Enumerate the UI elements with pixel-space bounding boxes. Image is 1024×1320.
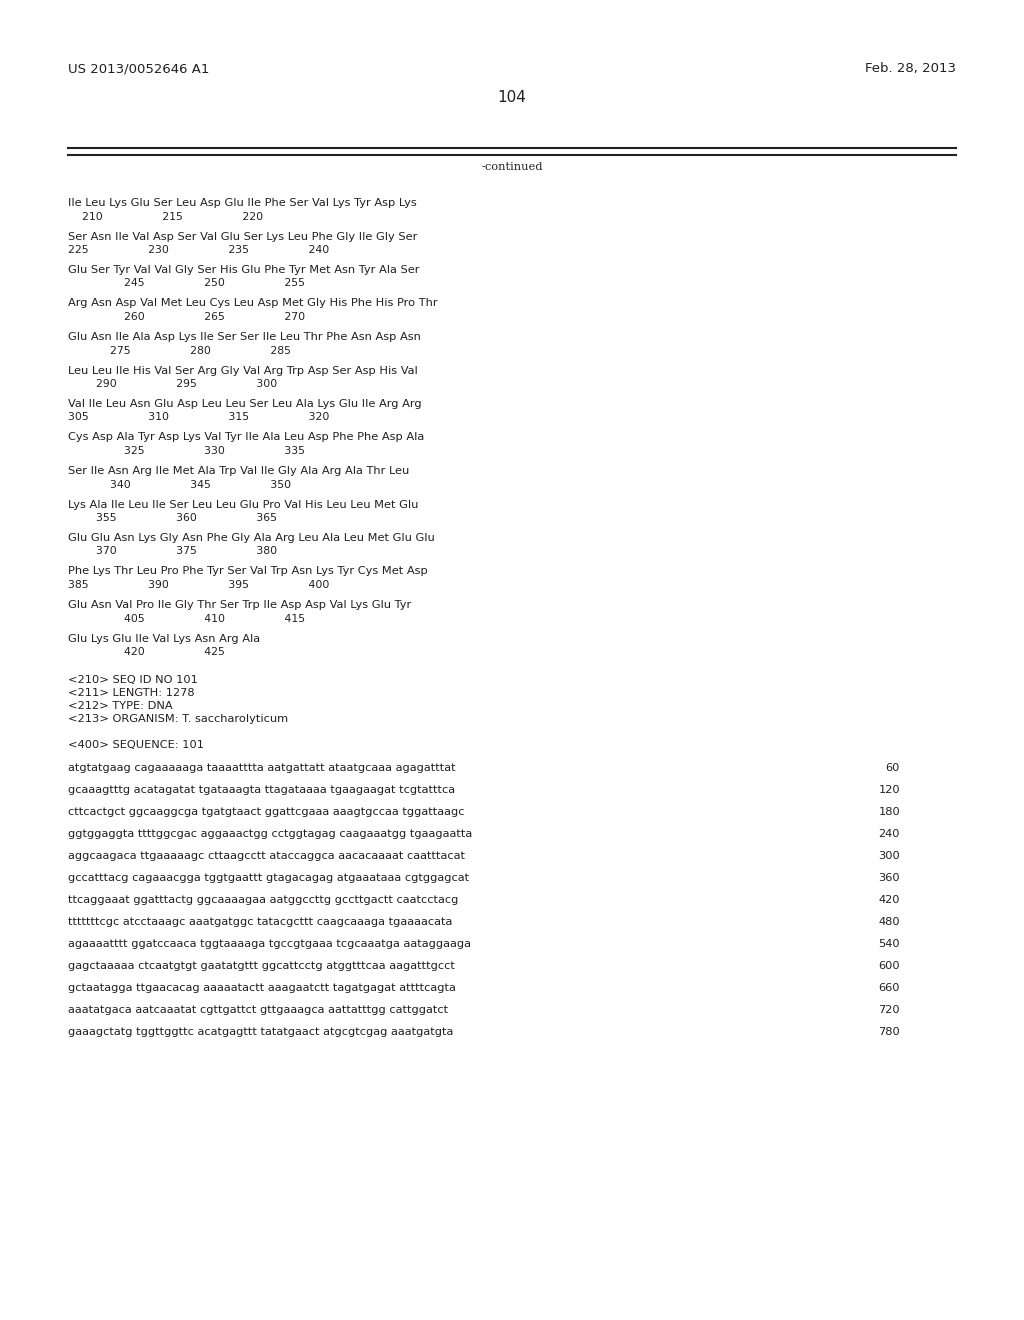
Text: Glu Ser Tyr Val Val Gly Ser His Glu Phe Tyr Met Asn Tyr Ala Ser: Glu Ser Tyr Val Val Gly Ser His Glu Phe …	[68, 265, 420, 275]
Text: Feb. 28, 2013: Feb. 28, 2013	[865, 62, 956, 75]
Text: 720: 720	[879, 1005, 900, 1015]
Text: <211> LENGTH: 1278: <211> LENGTH: 1278	[68, 688, 195, 698]
Text: Ile Leu Lys Glu Ser Leu Asp Glu Ile Phe Ser Val Lys Tyr Asp Lys: Ile Leu Lys Glu Ser Leu Asp Glu Ile Phe …	[68, 198, 417, 209]
Text: -continued: -continued	[481, 162, 543, 172]
Text: aaatatgaca aatcaaatat cgttgattct gttgaaagca aattatttgg cattggatct: aaatatgaca aatcaaatat cgttgattct gttgaaa…	[68, 1005, 449, 1015]
Text: <212> TYPE: DNA: <212> TYPE: DNA	[68, 701, 173, 711]
Text: 420                 425: 420 425	[68, 647, 225, 657]
Text: agaaaatttt ggatccaaca tggtaaaaga tgccgtgaaa tcgcaaatga aataggaaga: agaaaatttt ggatccaaca tggtaaaaga tgccgtg…	[68, 939, 471, 949]
Text: 180: 180	[879, 807, 900, 817]
Text: 240: 240	[879, 829, 900, 840]
Text: 290                 295                 300: 290 295 300	[68, 379, 278, 389]
Text: 245                 250                 255: 245 250 255	[68, 279, 305, 289]
Text: 340                 345                 350: 340 345 350	[68, 479, 291, 490]
Text: 370                 375                 380: 370 375 380	[68, 546, 278, 557]
Text: Lys Ala Ile Leu Ile Ser Leu Leu Glu Pro Val His Leu Leu Met Glu: Lys Ala Ile Leu Ile Ser Leu Leu Glu Pro …	[68, 499, 419, 510]
Text: gcaaagtttg acatagatat tgataaagta ttagataaaa tgaagaagat tcgtatttca: gcaaagtttg acatagatat tgataaagta ttagata…	[68, 785, 455, 795]
Text: <210> SEQ ID NO 101: <210> SEQ ID NO 101	[68, 675, 198, 685]
Text: Glu Glu Asn Lys Gly Asn Phe Gly Ala Arg Leu Ala Leu Met Glu Glu: Glu Glu Asn Lys Gly Asn Phe Gly Ala Arg …	[68, 533, 435, 543]
Text: 660: 660	[879, 983, 900, 993]
Text: gccatttacg cagaaacgga tggtgaattt gtagacagag atgaaataaa cgtggagcat: gccatttacg cagaaacgga tggtgaattt gtagaca…	[68, 873, 469, 883]
Text: 480: 480	[879, 917, 900, 927]
Text: gagctaaaaa ctcaatgtgt gaatatgttt ggcattcctg atggtttcaa aagatttgcct: gagctaaaaa ctcaatgtgt gaatatgttt ggcattc…	[68, 961, 455, 972]
Text: Leu Leu Ile His Val Ser Arg Gly Val Arg Trp Asp Ser Asp His Val: Leu Leu Ile His Val Ser Arg Gly Val Arg …	[68, 366, 418, 375]
Text: tttttttcgc atcctaaagc aaatgatggc tatacgcttt caagcaaaga tgaaaacata: tttttttcgc atcctaaagc aaatgatggc tatacgc…	[68, 917, 453, 927]
Text: gaaagctatg tggttggttc acatgagttt tatatgaact atgcgtcgag aaatgatgta: gaaagctatg tggttggttc acatgagttt tatatga…	[68, 1027, 454, 1038]
Text: 600: 600	[879, 961, 900, 972]
Text: 420: 420	[879, 895, 900, 906]
Text: Val Ile Leu Asn Glu Asp Leu Leu Ser Leu Ala Lys Glu Ile Arg Arg: Val Ile Leu Asn Glu Asp Leu Leu Ser Leu …	[68, 399, 422, 409]
Text: 260                 265                 270: 260 265 270	[68, 312, 305, 322]
Text: Glu Lys Glu Ile Val Lys Asn Arg Ala: Glu Lys Glu Ile Val Lys Asn Arg Ala	[68, 634, 260, 644]
Text: 104: 104	[498, 90, 526, 106]
Text: Glu Asn Val Pro Ile Gly Thr Ser Trp Ile Asp Asp Val Lys Glu Tyr: Glu Asn Val Pro Ile Gly Thr Ser Trp Ile …	[68, 601, 412, 610]
Text: cttcactgct ggcaaggcga tgatgtaact ggattcgaaa aaagtgccaa tggattaagc: cttcactgct ggcaaggcga tgatgtaact ggattcg…	[68, 807, 465, 817]
Text: 225                 230                 235                 240: 225 230 235 240	[68, 246, 330, 255]
Text: 325                 330                 335: 325 330 335	[68, 446, 305, 455]
Text: 120: 120	[879, 785, 900, 795]
Text: <213> ORGANISM: T. saccharolyticum: <213> ORGANISM: T. saccharolyticum	[68, 714, 288, 723]
Text: ggtggaggta ttttggcgac aggaaactgg cctggtagag caagaaatgg tgaagaatta: ggtggaggta ttttggcgac aggaaactgg cctggta…	[68, 829, 472, 840]
Text: 540: 540	[879, 939, 900, 949]
Text: Phe Lys Thr Leu Pro Phe Tyr Ser Val Trp Asn Lys Tyr Cys Met Asp: Phe Lys Thr Leu Pro Phe Tyr Ser Val Trp …	[68, 566, 428, 577]
Text: 275                 280                 285: 275 280 285	[68, 346, 291, 355]
Text: 385                 390                 395                 400: 385 390 395 400	[68, 579, 330, 590]
Text: 60: 60	[886, 763, 900, 774]
Text: ttcaggaaat ggatttactg ggcaaaagaa aatggccttg gccttgactt caatcctacg: ttcaggaaat ggatttactg ggcaaaagaa aatggcc…	[68, 895, 459, 906]
Text: 355                 360                 365: 355 360 365	[68, 513, 278, 523]
Text: Cys Asp Ala Tyr Asp Lys Val Tyr Ile Ala Leu Asp Phe Phe Asp Ala: Cys Asp Ala Tyr Asp Lys Val Tyr Ile Ala …	[68, 433, 424, 442]
Text: 360: 360	[879, 873, 900, 883]
Text: aggcaagaca ttgaaaaagc cttaagcctt ataccaggca aacacaaaat caatttacat: aggcaagaca ttgaaaaagc cttaagcctt ataccag…	[68, 851, 465, 861]
Text: 780: 780	[879, 1027, 900, 1038]
Text: 405                 410                 415: 405 410 415	[68, 614, 305, 623]
Text: US 2013/0052646 A1: US 2013/0052646 A1	[68, 62, 209, 75]
Text: atgtatgaag cagaaaaaga taaaatttta aatgattatt ataatgcaaa agagatttat: atgtatgaag cagaaaaaga taaaatttta aatgatt…	[68, 763, 456, 774]
Text: 210                 215                 220: 210 215 220	[68, 211, 263, 222]
Text: Ser Ile Asn Arg Ile Met Ala Trp Val Ile Gly Ala Arg Ala Thr Leu: Ser Ile Asn Arg Ile Met Ala Trp Val Ile …	[68, 466, 410, 477]
Text: 305                 310                 315                 320: 305 310 315 320	[68, 412, 330, 422]
Text: gctaatagga ttgaacacag aaaaatactt aaagaatctt tagatgagat attttcagta: gctaatagga ttgaacacag aaaaatactt aaagaat…	[68, 983, 456, 993]
Text: 300: 300	[879, 851, 900, 861]
Text: <400> SEQUENCE: 101: <400> SEQUENCE: 101	[68, 741, 204, 750]
Text: Glu Asn Ile Ala Asp Lys Ile Ser Ser Ile Leu Thr Phe Asn Asp Asn: Glu Asn Ile Ala Asp Lys Ile Ser Ser Ile …	[68, 333, 421, 342]
Text: Arg Asn Asp Val Met Leu Cys Leu Asp Met Gly His Phe His Pro Thr: Arg Asn Asp Val Met Leu Cys Leu Asp Met …	[68, 298, 437, 309]
Text: Ser Asn Ile Val Asp Ser Val Glu Ser Lys Leu Phe Gly Ile Gly Ser: Ser Asn Ile Val Asp Ser Val Glu Ser Lys …	[68, 231, 418, 242]
